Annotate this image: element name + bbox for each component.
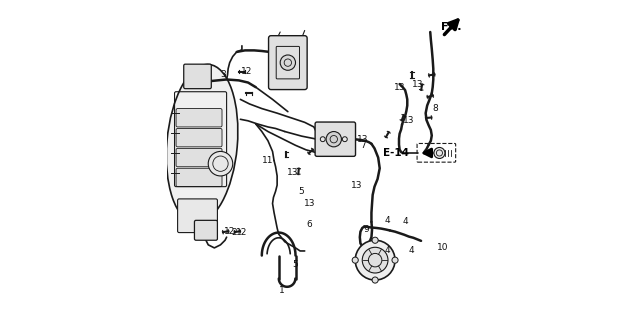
- Circle shape: [434, 147, 445, 159]
- Circle shape: [372, 277, 378, 283]
- Text: 13: 13: [287, 168, 298, 177]
- Text: 2: 2: [232, 228, 237, 237]
- Circle shape: [280, 55, 296, 70]
- Text: 13: 13: [357, 135, 369, 144]
- Text: 4: 4: [385, 216, 390, 225]
- FancyBboxPatch shape: [195, 220, 218, 240]
- Text: 9: 9: [363, 225, 369, 234]
- Circle shape: [208, 151, 233, 176]
- Text: 4: 4: [403, 217, 408, 226]
- Circle shape: [355, 240, 395, 280]
- Text: 13: 13: [412, 80, 424, 89]
- Circle shape: [342, 137, 348, 142]
- FancyBboxPatch shape: [178, 199, 218, 233]
- Text: 11: 11: [262, 156, 274, 165]
- Text: 7: 7: [360, 141, 365, 150]
- Text: 13: 13: [351, 181, 362, 190]
- Circle shape: [320, 137, 325, 142]
- Circle shape: [372, 237, 378, 243]
- FancyBboxPatch shape: [315, 122, 356, 156]
- Text: 5: 5: [299, 187, 305, 196]
- Text: 13: 13: [303, 199, 315, 208]
- Text: 5: 5: [292, 260, 298, 269]
- Circle shape: [326, 132, 341, 147]
- FancyBboxPatch shape: [176, 168, 222, 187]
- Text: 12: 12: [241, 67, 252, 76]
- FancyBboxPatch shape: [269, 36, 307, 90]
- Text: 4: 4: [385, 247, 390, 256]
- Text: 8: 8: [432, 104, 438, 113]
- Circle shape: [362, 247, 388, 273]
- Text: 13: 13: [394, 83, 405, 92]
- Text: E-14: E-14: [383, 148, 409, 158]
- Text: 4: 4: [409, 247, 415, 256]
- Text: 12: 12: [236, 228, 248, 237]
- Text: FR.: FR.: [442, 23, 462, 32]
- FancyBboxPatch shape: [176, 129, 222, 147]
- Text: 10: 10: [436, 243, 448, 252]
- Circle shape: [392, 257, 398, 263]
- FancyBboxPatch shape: [184, 64, 211, 89]
- Text: 3: 3: [221, 70, 227, 79]
- Text: 13: 13: [403, 116, 415, 125]
- Circle shape: [352, 257, 358, 263]
- FancyBboxPatch shape: [176, 148, 222, 167]
- Text: 6: 6: [307, 220, 312, 229]
- Text: 12: 12: [224, 226, 236, 235]
- FancyBboxPatch shape: [176, 108, 222, 127]
- Ellipse shape: [166, 64, 238, 223]
- Text: 1: 1: [279, 286, 285, 295]
